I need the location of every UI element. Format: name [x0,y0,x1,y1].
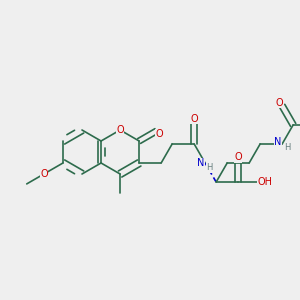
Text: O: O [234,152,242,162]
Text: O: O [155,129,163,139]
Text: H: H [206,164,212,172]
Text: O: O [40,169,48,179]
Text: O: O [190,114,198,124]
Text: O: O [275,98,283,108]
Text: O: O [116,125,124,135]
Text: OH: OH [257,177,272,187]
Text: N: N [197,158,205,168]
Text: N: N [274,137,282,147]
Text: H: H [284,143,290,152]
